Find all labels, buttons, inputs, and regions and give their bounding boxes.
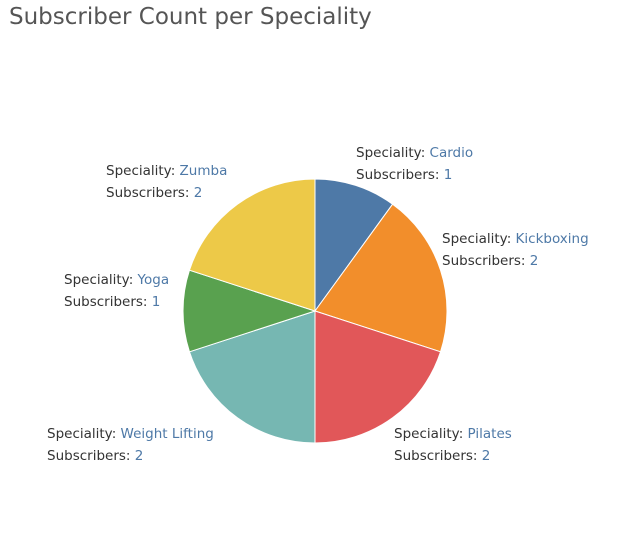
pie-slice-cardio[interactable] bbox=[314, 178, 394, 313]
slice-label-category-cardio: Speciality: Cardio bbox=[356, 145, 473, 161]
slice-label-category-yoga: Speciality: Yoga bbox=[64, 272, 169, 288]
slice-label-value-weight-lifting: Subscribers: 2 bbox=[47, 448, 143, 464]
slice-label-category-zumba: Speciality: Zumba bbox=[106, 163, 227, 179]
pie-slices bbox=[182, 178, 448, 444]
slice-label-value-pilates: Subscribers: 2 bbox=[394, 448, 490, 464]
pie-slice-kickboxing[interactable] bbox=[314, 203, 448, 353]
slice-label-value-yoga: Subscribers: 1 bbox=[64, 294, 160, 310]
slice-label-value-kickboxing: Subscribers: 2 bbox=[442, 253, 538, 269]
slice-label-category-weight-lifting: Speciality: Weight Lifting bbox=[47, 426, 214, 442]
slice-label-category-kickboxing: Speciality: Kickboxing bbox=[442, 231, 589, 247]
chart-title: Subscriber Count per Speciality bbox=[9, 4, 372, 30]
pie-slice-zumba[interactable] bbox=[188, 178, 316, 312]
pie-slice-yoga[interactable] bbox=[182, 269, 317, 353]
slice-label-value-cardio: Subscribers: 1 bbox=[356, 167, 452, 183]
pie-slice-weight-lifting[interactable] bbox=[188, 310, 316, 444]
slice-label-value-zumba: Subscribers: 2 bbox=[106, 185, 202, 201]
slice-label-category-pilates: Speciality: Pilates bbox=[394, 426, 512, 442]
pie-slice-pilates[interactable] bbox=[314, 310, 442, 444]
pie-labels: Speciality: Cardio Subscribers: 1 Speciali… bbox=[47, 145, 589, 464]
